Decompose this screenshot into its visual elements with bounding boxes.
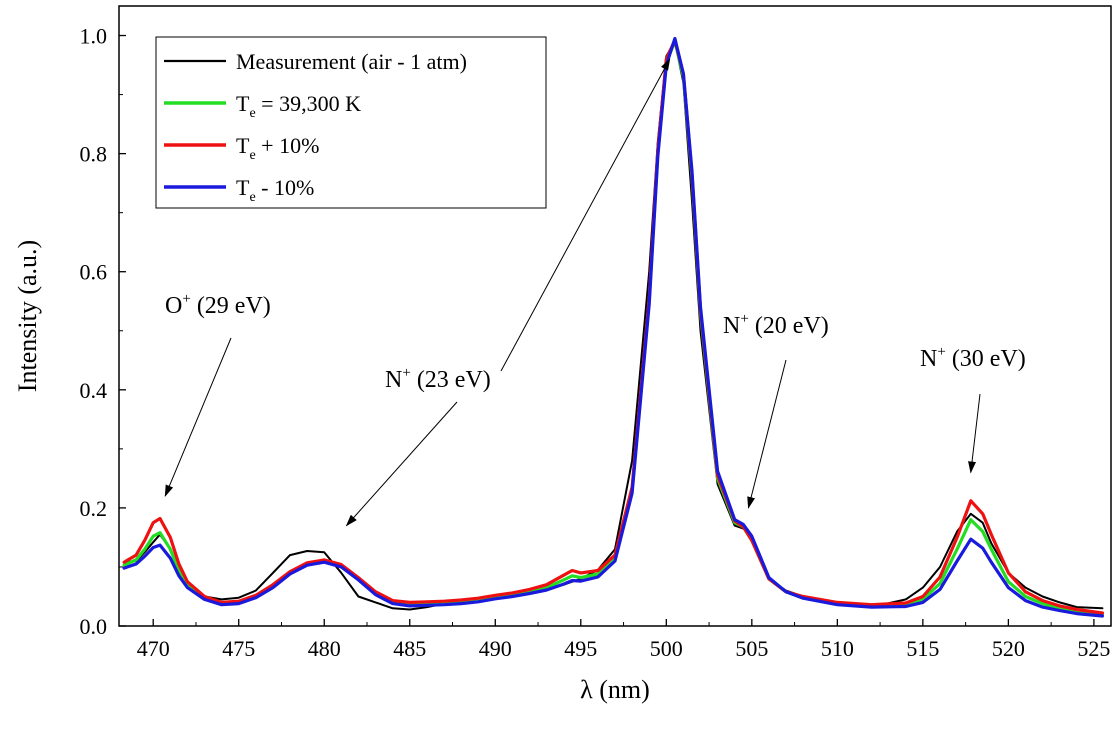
y-axis-title: Intensity (a.u.) bbox=[13, 240, 42, 392]
x-tick-label: 485 bbox=[393, 636, 426, 661]
annotation-arrow-main-peak bbox=[500, 58, 671, 372]
annotation-label: N+ (23 eV) bbox=[385, 365, 491, 393]
legend-box bbox=[155, 36, 547, 209]
annotation-arrow bbox=[345, 401, 458, 527]
annotation-label: N+ (20 eV) bbox=[723, 311, 829, 339]
x-tick-label: 475 bbox=[222, 636, 255, 661]
y-tick-label: 0.6 bbox=[80, 260, 108, 285]
x-tick-label: 525 bbox=[1077, 636, 1110, 661]
series-line-3 bbox=[122, 36, 1104, 618]
x-tick-label: 520 bbox=[992, 636, 1025, 661]
plot-lines bbox=[122, 36, 1104, 618]
x-tick-label: 505 bbox=[735, 636, 768, 661]
x-axis-title: λ (nm) bbox=[580, 675, 650, 704]
x-tick-label: 515 bbox=[906, 636, 939, 661]
y-tick-label: 0.4 bbox=[80, 378, 108, 403]
x-tick-label: 495 bbox=[564, 636, 597, 661]
x-tick-label: 510 bbox=[821, 636, 854, 661]
annotation-label: O+ (29 eV) bbox=[165, 291, 271, 319]
y-tick-label: 0.2 bbox=[80, 496, 108, 521]
plot-frame bbox=[118, 5, 1112, 627]
y-tick-label: 0.0 bbox=[80, 614, 108, 639]
legend-label-3: Te - 10% bbox=[236, 175, 314, 205]
peak-annotation-2: N+ (20 eV) bbox=[723, 311, 829, 509]
annotation-arrow bbox=[747, 359, 787, 509]
y-tick-label: 1.0 bbox=[80, 24, 108, 49]
annotation-arrow bbox=[164, 337, 232, 498]
x-axis-ticks: 470 475 480 485 490 495 500 505 510 515 520 525 bbox=[137, 619, 1110, 661]
peak-annotation-1: N+ (23 eV) bbox=[345, 365, 491, 527]
x-tick-label: 490 bbox=[479, 636, 512, 661]
annotation-arrow bbox=[968, 393, 981, 474]
legend-label-0: Measurement (air - 1 atm) bbox=[236, 49, 467, 74]
peak-annotation-0: O+ (29 eV) bbox=[164, 291, 271, 498]
y-axis-ticks: 0.0 0.2 0.4 0.6 0.8 1.0 bbox=[80, 24, 126, 639]
x-tick-label: 500 bbox=[650, 636, 683, 661]
annotations: O+ (29 eV) N+ (23 eV) N+ (20 eV) N+ (30 eV) bbox=[164, 58, 1026, 527]
legend-label-2: Te + 10% bbox=[236, 133, 319, 163]
peak-annotation-3: N+ (30 eV) bbox=[920, 344, 1026, 474]
annotation-label: N+ (30 eV) bbox=[920, 344, 1026, 372]
legend: Measurement (air - 1 atm) Te = 39,300 K Te… bbox=[155, 36, 547, 209]
legend-label-1: Te = 39,300 K bbox=[236, 91, 361, 121]
x-tick-label: 480 bbox=[308, 636, 341, 661]
y-tick-label: 0.8 bbox=[80, 142, 108, 167]
x-tick-label: 470 bbox=[137, 636, 170, 661]
series-line-2 bbox=[122, 38, 1104, 615]
